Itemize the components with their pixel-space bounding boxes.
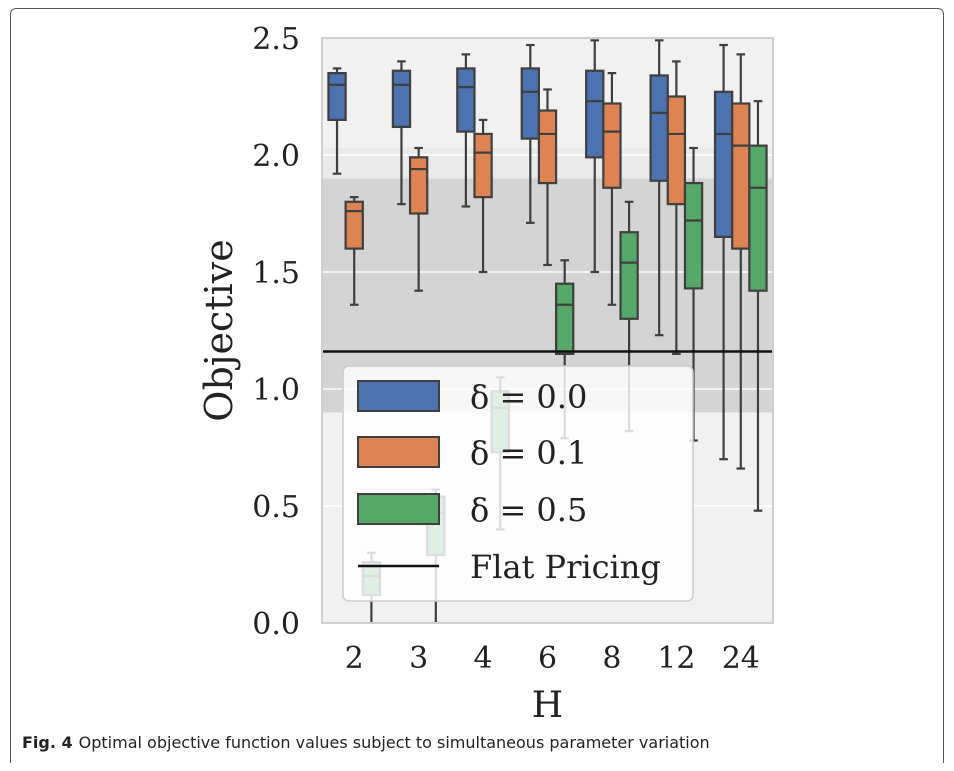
legend-label-3: Flat Pricing xyxy=(470,548,661,586)
y-tick-labels: 0.0 0.5 1.0 1.5 2.0 2.5 xyxy=(252,22,300,642)
box-body xyxy=(391,69,412,129)
box-24-series-2 xyxy=(748,100,768,512)
box-body xyxy=(683,181,704,290)
legend-swatch-0 xyxy=(357,380,440,412)
box-body xyxy=(748,144,768,292)
box-body xyxy=(619,231,639,320)
box-body xyxy=(327,71,347,121)
box-body xyxy=(456,67,476,133)
box-body xyxy=(520,67,541,140)
y-tick-label: 2.5 xyxy=(252,22,300,57)
box-body xyxy=(408,156,429,215)
box-8-series-1 xyxy=(602,71,622,306)
box-body xyxy=(344,200,364,250)
figure-caption: Fig. 4 Optimal objective function values … xyxy=(22,733,710,752)
legend-swatch-2 xyxy=(357,493,440,525)
box-body xyxy=(473,132,493,199)
x-tick-label: 2 xyxy=(345,641,364,676)
box-2-series-1 xyxy=(344,196,364,306)
y-tick-label: 1.0 xyxy=(252,373,300,408)
box-body xyxy=(602,102,622,189)
x-tick-label: 3 xyxy=(409,641,428,676)
box-8-series-0 xyxy=(585,39,605,274)
box-body xyxy=(585,69,605,159)
legend-label-1: δ = 0.1 xyxy=(470,434,587,472)
x-tick-label: 4 xyxy=(474,641,493,676)
legend-label-0: δ = 0.0 xyxy=(470,378,587,416)
y-tick-label: 2.0 xyxy=(252,139,300,174)
box-3-series-0 xyxy=(391,60,412,206)
box-4-series-0 xyxy=(456,53,476,208)
legend-box xyxy=(342,365,694,602)
x-tick-label: 12 xyxy=(657,641,695,676)
box-body xyxy=(537,109,558,185)
y-tick-label: 1.5 xyxy=(252,256,300,291)
figure-frame xyxy=(10,8,944,763)
caption-text: Optimal objective function values subjec… xyxy=(78,733,710,752)
box-3-series-1 xyxy=(408,146,429,292)
x-tick-label: 6 xyxy=(538,641,557,676)
box-body xyxy=(731,102,751,250)
box-2-series-0 xyxy=(327,67,347,175)
legend-label-2: δ = 0.5 xyxy=(470,491,587,529)
box-4-series-1 xyxy=(473,118,493,274)
x-tick-label: 24 xyxy=(722,641,760,676)
box-12-series-1 xyxy=(666,60,687,355)
box-body xyxy=(713,90,734,239)
box-6-series-0 xyxy=(520,43,541,224)
plot-border xyxy=(321,37,774,624)
box-plot-chart: 0.0 0.5 1.0 1.5 2.0 2.5 2 3 4 6 8 12 24 Objective H… xyxy=(197,22,774,726)
x-tick-label: 8 xyxy=(602,641,621,676)
box-body xyxy=(666,95,687,206)
y-tick-label: 0.5 xyxy=(252,490,300,525)
box-24-series-0 xyxy=(713,43,734,461)
caption-label: Fig. 4 xyxy=(22,733,73,752)
x-axis-label: H xyxy=(532,685,563,726)
box-12-series-0 xyxy=(649,39,669,337)
box-body xyxy=(554,282,575,356)
legend-swatch-1 xyxy=(357,436,440,468)
box-body xyxy=(649,74,669,182)
box-24-series-1 xyxy=(731,53,751,470)
boxes-layer xyxy=(327,39,768,623)
box-6-series-1 xyxy=(537,88,558,267)
y-axis-label: Objective xyxy=(197,239,241,421)
legend: δ = 0.0 δ = 0.1 δ = 0.5 Flat Pricing xyxy=(342,365,694,602)
x-tick-labels: 2 3 4 6 8 12 24 xyxy=(345,641,760,676)
y-tick-label: 0.0 xyxy=(252,607,300,642)
